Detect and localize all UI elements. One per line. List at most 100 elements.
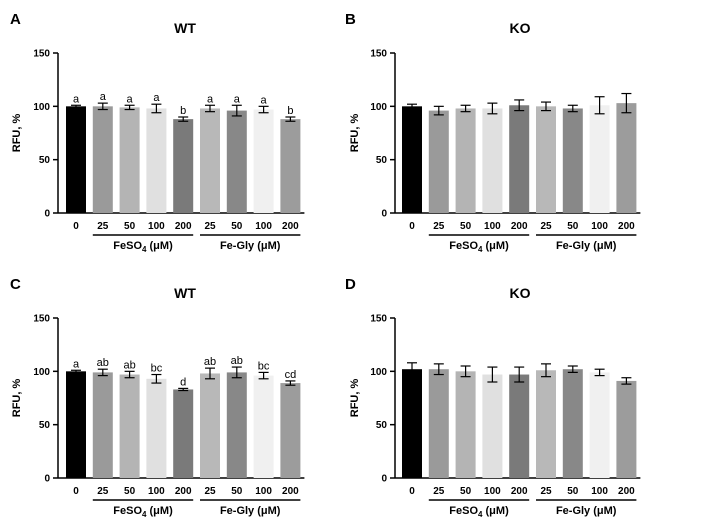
panel-a-bar — [92, 106, 113, 213]
panel-c-bar — [253, 375, 274, 478]
panel-b-x-tick-label: 200 — [618, 221, 635, 232]
panel-a-y-axis-label: RFU, % — [11, 114, 23, 153]
panel-a-bar — [200, 108, 220, 213]
panel-a-x-tick-label: 50 — [124, 221, 136, 232]
panel-a-group-label: FeSO4 (μM) — [113, 240, 173, 254]
panel-b: B KO RFU, % 0 50 100 150 0 25 50 100 200 25 50 100 2… — [345, 11, 641, 254]
panel-a-x-tick-label: 25 — [204, 221, 216, 232]
panel-b-group-label: FeSO4 (μM) — [449, 240, 509, 254]
panel-a-significance-label: a — [261, 94, 268, 106]
panel-d-group-label: Fe-Gly (μM) — [556, 505, 617, 517]
panel-c-bar — [66, 371, 86, 478]
panel-a-bar — [146, 108, 167, 213]
panel-c-x-tick-label: 200 — [175, 486, 192, 497]
panel-c-group-label: FeSO4 (μM) — [113, 505, 173, 519]
panel-d-title: KO — [510, 285, 531, 301]
panel-a-significance-label: b — [180, 105, 186, 117]
panel-a-x-tick-label: 200 — [282, 221, 299, 232]
panel-b-x-tick-label: 100 — [591, 221, 608, 232]
panel-d-x-tick-label: 25 — [433, 486, 445, 497]
panel-d-bar — [589, 372, 610, 478]
panel-a-group-label: Fe-Gly (μM) — [220, 240, 281, 252]
panel-a-bar — [280, 119, 301, 213]
panel-b-bar — [455, 108, 476, 213]
panel-a-y-tick-label: 50 — [39, 155, 51, 166]
panel-c-bar — [92, 372, 113, 478]
panel-d-x-tick-label: 50 — [567, 486, 579, 497]
panel-c-significance-label: ab — [231, 355, 243, 367]
panel-d-group-label: FeSO4 (μM) — [449, 505, 509, 519]
panel-b-bar — [536, 106, 556, 213]
panel-a-x-tick-label: 100 — [148, 221, 165, 232]
panel-d-x-tick-label: 25 — [540, 486, 552, 497]
panel-d-letter: D — [345, 276, 356, 293]
panel-a-y-tick-label: 100 — [33, 102, 50, 113]
panel-a-y-tick-label: 0 — [44, 209, 50, 220]
panel-d-bar — [428, 369, 449, 478]
panel-a-x-tick-label: 0 — [73, 221, 79, 232]
panel-a-significance-label: b — [287, 105, 293, 117]
panel-b-bar — [616, 103, 637, 213]
panel-d-y-tick-label: 50 — [376, 420, 388, 431]
panel-a-x-tick-label: 200 — [175, 221, 192, 232]
panel-d-x-tick-label: 0 — [409, 486, 415, 497]
panel-a-x-tick-label: 50 — [231, 221, 243, 232]
panel-c-bar — [146, 378, 167, 478]
panel-a-significance-label: a — [73, 93, 80, 105]
panel-b-y-tick-label: 100 — [370, 102, 387, 113]
panel-c-letter: C — [10, 276, 21, 293]
panel-b-x-tick-label: 100 — [484, 221, 501, 232]
panel-b-x-tick-label: 0 — [409, 221, 415, 232]
panel-a: A WT RFU, % 0 50 100 150 a 0 a 25 a 50 a 100 b 200 a 25… — [10, 11, 305, 254]
panel-b-x-tick-label: 25 — [433, 221, 445, 232]
panel-a-y-tick-label: 150 — [33, 49, 50, 60]
panel-c-significance-label: ab — [123, 359, 135, 371]
panel-c-y-tick-label: 100 — [33, 367, 50, 378]
panel-c-significance-label: ab — [204, 356, 216, 368]
panel-b-bar — [482, 108, 503, 213]
panel-d-y-tick-label: 100 — [370, 367, 387, 378]
panel-a-significance-label: a — [100, 91, 107, 103]
panel-d-x-tick-label: 200 — [511, 486, 528, 497]
panel-c: C WT RFU, % 0 50 100 150 a 0 ab 25 ab 50 bc 100 d 200… — [10, 276, 305, 519]
panel-c-significance-label: bc — [258, 360, 270, 372]
panel-d-bar — [509, 374, 530, 478]
panel-b-y-tick-label: 0 — [381, 209, 387, 220]
panel-d-bar — [536, 370, 556, 478]
panel-b-y-axis-label: RFU, % — [349, 114, 361, 153]
panel-b-group-label: Fe-Gly (μM) — [556, 240, 617, 252]
panel-c-y-axis-label: RFU, % — [11, 379, 23, 418]
panel-c-x-tick-label: 25 — [204, 486, 216, 497]
panel-c-significance-label: a — [73, 358, 80, 370]
panel-a-bar — [226, 110, 247, 213]
panel-c-title: WT — [174, 285, 196, 301]
panel-d-bar — [482, 374, 503, 478]
panel-c-bar — [173, 389, 194, 478]
panel-b-bar — [589, 105, 610, 213]
panel-b-bar — [402, 106, 422, 213]
panel-a-bar — [119, 107, 140, 213]
panel-c-x-tick-label: 0 — [73, 486, 79, 497]
panel-d-y-tick-label: 0 — [381, 474, 387, 485]
panel-a-significance-label: a — [207, 93, 214, 105]
panel-c-y-tick-label: 0 — [44, 474, 50, 485]
panel-c-x-tick-label: 25 — [97, 486, 109, 497]
panel-c-significance-label: bc — [151, 363, 163, 375]
panel-c-significance-label: d — [180, 376, 186, 388]
panel-a-bar — [253, 109, 274, 213]
panel-a-x-tick-label: 100 — [255, 221, 272, 232]
panel-a-significance-label: a — [153, 92, 160, 104]
panel-c-x-tick-label: 100 — [255, 486, 272, 497]
panel-c-x-tick-label: 50 — [231, 486, 243, 497]
panel-d-x-tick-label: 100 — [591, 486, 608, 497]
panel-c-significance-label: cd — [285, 369, 297, 381]
panel-b-title: KO — [510, 20, 531, 36]
panel-d-x-tick-label: 50 — [460, 486, 472, 497]
panel-a-title: WT — [174, 20, 196, 36]
panel-c-group-label: Fe-Gly (μM) — [220, 505, 281, 517]
panel-b-x-tick-label: 200 — [511, 221, 528, 232]
panel-c-significance-label: ab — [97, 357, 109, 369]
panel-b-bar — [562, 108, 583, 213]
panel-c-x-tick-label: 100 — [148, 486, 165, 497]
